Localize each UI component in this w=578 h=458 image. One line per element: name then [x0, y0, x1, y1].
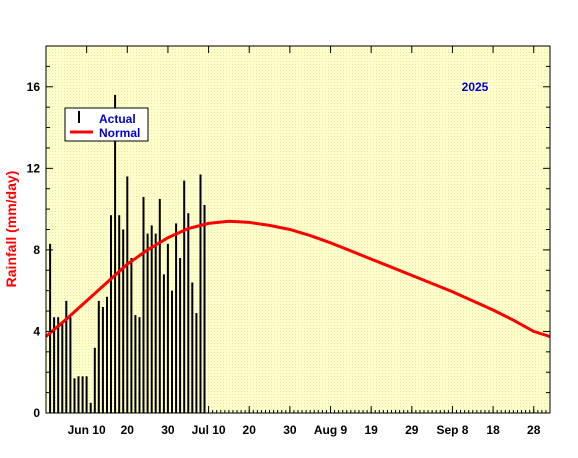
actual-bar [150, 225, 153, 413]
actual-bar [171, 290, 173, 413]
actual-bar [134, 315, 137, 413]
actual-bar [57, 317, 60, 413]
y-tick-label: 4 [33, 324, 40, 338]
actual-bar [187, 213, 190, 413]
actual-bar [158, 198, 161, 413]
x-tick-label: Jun 10 [68, 423, 106, 437]
legend-actual-label: Actual [99, 112, 136, 126]
y-tick-label: 16 [27, 80, 41, 94]
actual-bar [89, 402, 92, 413]
actual-bar [85, 376, 88, 413]
actual-bar [49, 243, 52, 413]
actual-bar [166, 243, 169, 413]
actual-bar [65, 300, 68, 413]
actual-bar [73, 378, 76, 413]
actual-bar [191, 282, 194, 413]
y-tick-label: 0 [33, 406, 40, 420]
y-axis-label: Rainfall (mm/day) [3, 171, 19, 288]
actual-bar [199, 174, 202, 413]
actual-bar [146, 233, 149, 413]
legend-normal-label: Normal [99, 126, 140, 140]
plot-area [46, 46, 550, 413]
x-tick-label: 28 [527, 423, 541, 437]
actual-bar [77, 376, 80, 413]
x-tick-label: Sep 8 [436, 423, 468, 437]
actual-bar [81, 376, 84, 413]
actual-bar [142, 196, 145, 413]
actual-bars [49, 94, 206, 414]
y-tick-label: 8 [33, 243, 40, 257]
actual-bar [53, 317, 56, 413]
actual-bar [101, 307, 104, 413]
x-tick-label: 30 [161, 423, 175, 437]
y-tick-label: 12 [27, 161, 41, 175]
x-tick-label: 18 [486, 423, 500, 437]
x-tick-label: 30 [283, 423, 297, 437]
actual-bar [122, 229, 125, 413]
x-tick-label: Aug 9 [314, 423, 348, 437]
actual-bar [162, 274, 165, 413]
x-axis: Jun 10 20 30 Jul 10 20 30 Aug 9 19 29 Sep 8 18 28 [45, 46, 551, 437]
actual-bar [110, 215, 112, 413]
actual-bar [114, 94, 117, 414]
actual-bar [175, 223, 178, 413]
normal-line [45, 219, 551, 338]
actual-bar [106, 296, 108, 413]
x-tick-label: 19 [364, 423, 378, 437]
x-tick-label: 20 [121, 423, 135, 437]
actual-bar [97, 300, 100, 413]
actual-bar [138, 317, 141, 413]
actual-bar [118, 215, 121, 413]
x-tick-label: Jul 10 [192, 423, 226, 437]
actual-bar [61, 321, 64, 414]
actual-bar [203, 205, 206, 413]
actual-bar [130, 258, 133, 413]
actual-bar [154, 233, 157, 413]
actual-bar [183, 180, 186, 413]
year-annotation: 2025 [462, 80, 489, 94]
x-tick-label: 20 [243, 423, 257, 437]
legend: Actual Normal [64, 107, 149, 142]
y-axis: 0 4 8 12 16 [27, 45, 550, 420]
actual-bar [126, 176, 129, 413]
actual-bar [179, 258, 182, 413]
actual-bar [69, 317, 72, 413]
x-tick-label: 29 [405, 423, 419, 437]
actual-bar [93, 347, 96, 413]
actual-bar [195, 313, 198, 413]
